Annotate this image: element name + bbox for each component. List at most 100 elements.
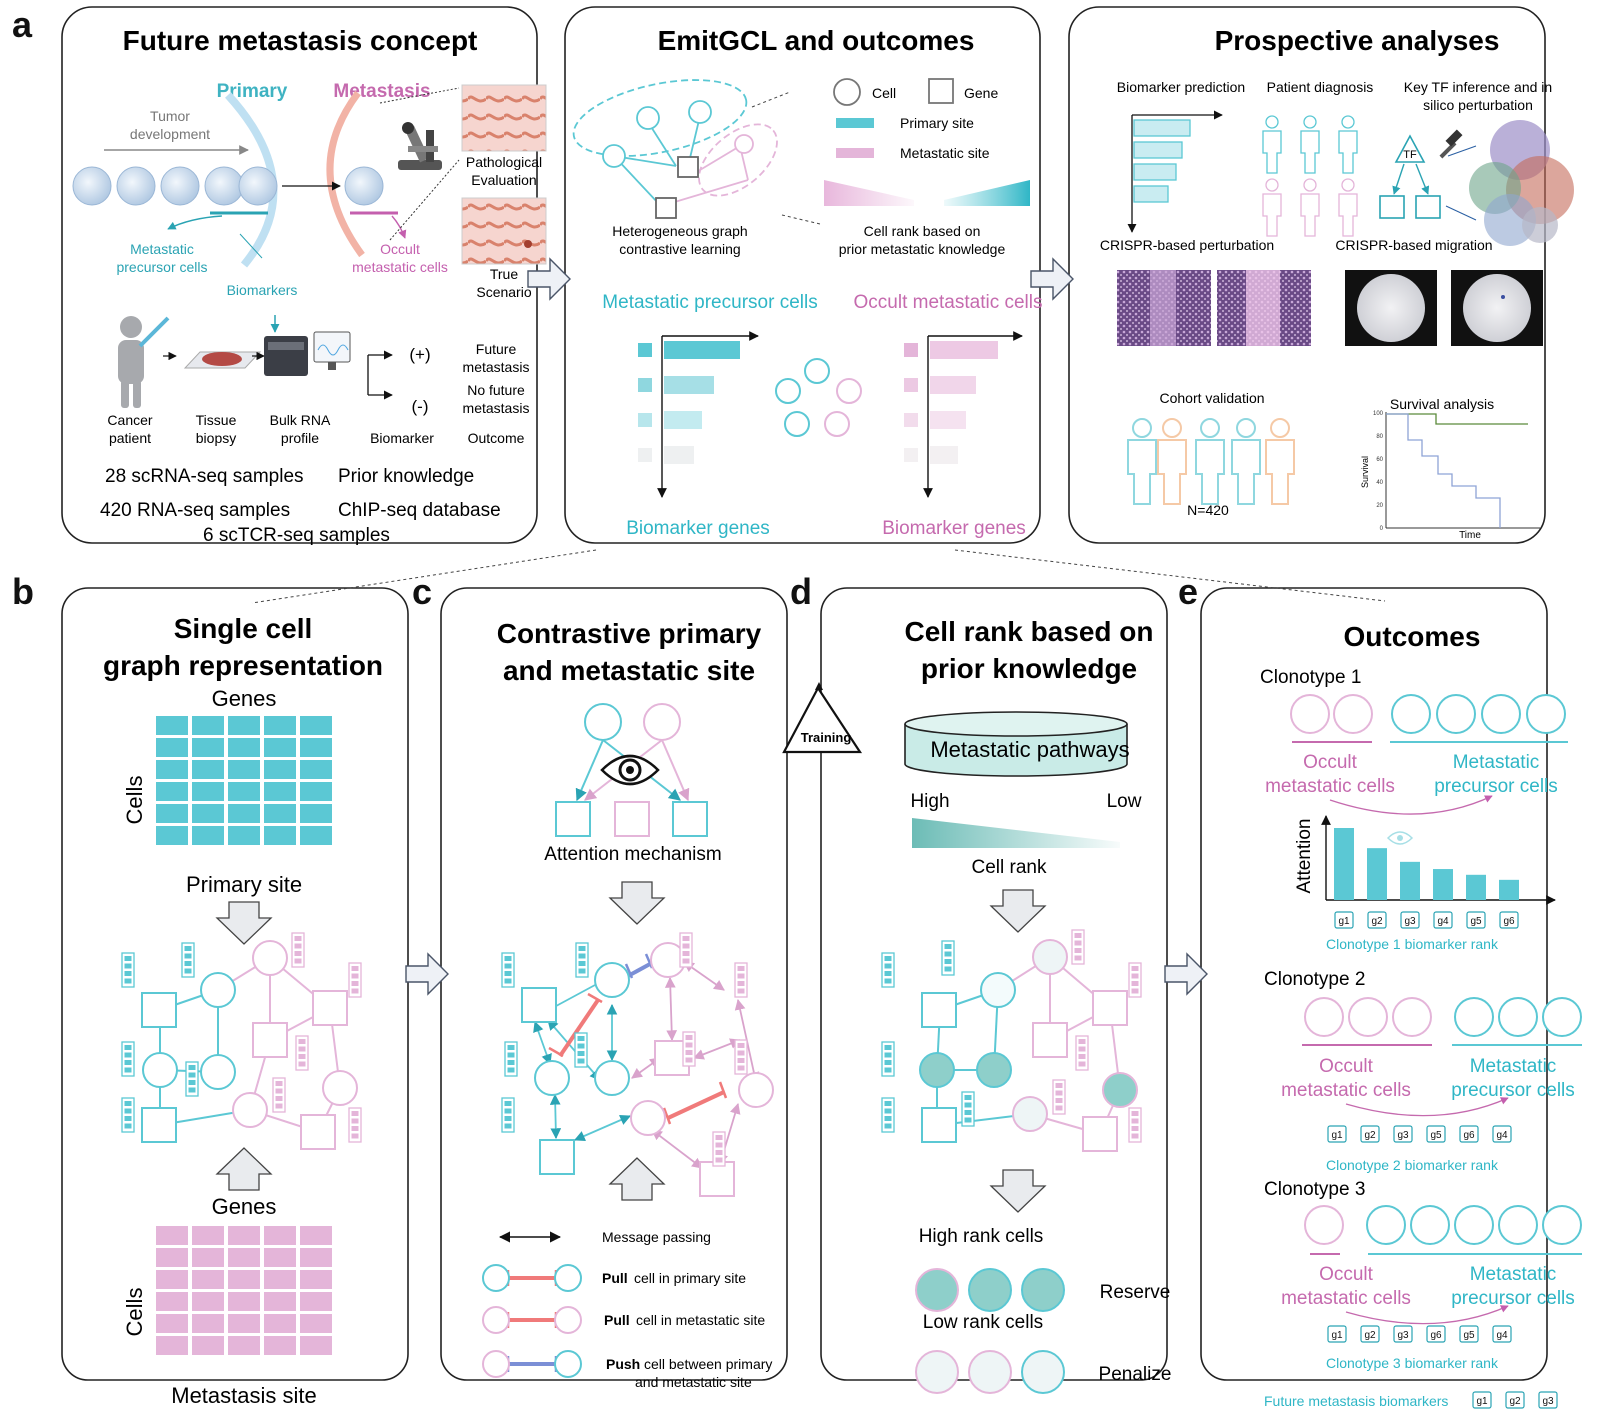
gene-badge-cell	[504, 1116, 512, 1121]
rank-high-label: High	[910, 791, 949, 812]
gene-badge-cell	[682, 951, 690, 956]
clonotype-1-label: Clonotype 1	[1260, 667, 1361, 688]
bulk-label-1: Bulk RNA	[270, 412, 331, 428]
primary-expression-matrix	[156, 716, 332, 845]
gene-badge-cell	[507, 1045, 515, 1050]
pull-primary-icon	[482, 1264, 582, 1292]
gene-badge-cell	[1131, 973, 1139, 979]
matrix-cell-metastasis	[300, 1314, 332, 1333]
attention-gene-g5: g5	[1470, 916, 1482, 927]
matrix-cell-metastasis	[228, 1336, 260, 1355]
block-arrow-b-c	[405, 952, 449, 996]
matrix-cell-metastasis	[228, 1292, 260, 1311]
legend-cell-icon	[833, 78, 861, 106]
high-rank-label: High rank cells	[919, 1226, 1044, 1247]
gene-badge-cell	[184, 953, 192, 959]
gene-badge-cell	[737, 966, 745, 971]
rank2-gene-g6: g6	[1463, 1130, 1475, 1141]
gene-badge-cell	[188, 1087, 196, 1093]
clonotype-2-gene-rank: g1 g2 g3 g5 g6 g4	[1327, 1125, 1512, 1143]
gene-badge-cell	[275, 1096, 283, 1101]
attention-gene-g3: g3	[1404, 916, 1416, 927]
legend-primary-label: Primary site	[900, 115, 974, 131]
attention-gene-g5-chip	[1466, 911, 1486, 929]
gene-badge-cell	[1131, 966, 1139, 971]
hetero-graph-icon	[572, 79, 778, 219]
matrix-cell-metastasis	[228, 1248, 260, 1267]
rank3-gene-g3-chip	[1393, 1325, 1413, 1343]
rank3-gene-g2-chip	[1360, 1325, 1380, 1343]
block-arrow-a1-a2	[527, 257, 571, 301]
rank3-gene-g5-chip	[1459, 1325, 1479, 1343]
gene-badge-cell	[294, 951, 302, 956]
rna-samples-text: 420 RNA-seq samples	[100, 500, 290, 521]
matrix-cell-primary	[228, 716, 260, 735]
gene-badge-cell	[124, 1067, 132, 1073]
rank2-gene-g2-chip	[1360, 1125, 1380, 1143]
bulk-label-2: profile	[281, 430, 319, 446]
letter-e: e	[1178, 571, 1198, 612]
cells-bottom-label: Cells	[122, 1288, 147, 1337]
attention-diagram	[555, 703, 708, 837]
gene-badge-cell	[944, 959, 952, 964]
panel-a2-title: EmitGCL and outcomes	[658, 25, 975, 56]
gene-badge-cell	[884, 1123, 892, 1129]
gene-badge-cell	[577, 1036, 585, 1041]
gene-badge-cell	[884, 1101, 892, 1106]
migration-images	[1345, 270, 1543, 346]
down-arrow-d	[989, 889, 1047, 933]
legend-gene-label: Gene	[964, 85, 998, 101]
gene-badge-cell	[504, 956, 512, 961]
panel-a1-title: Future metastasis concept	[123, 25, 478, 56]
gene-badges-c	[501, 932, 748, 1167]
matrix-cell-primary	[192, 716, 224, 735]
gene-badge-cell	[737, 1058, 745, 1063]
biomarker-pred-icon	[1127, 110, 1223, 233]
gene-badge-cell	[577, 1043, 585, 1049]
rank3-gene-g6: g6	[1430, 1330, 1442, 1341]
clonotype-3-gene-rank: g1 g2 g3 g6 g5 g4	[1327, 1325, 1512, 1343]
gene-badge-cell	[1131, 988, 1139, 994]
panel-b-title-2: graph representation	[103, 650, 383, 681]
gene-badge-cell	[1078, 1061, 1086, 1067]
gene-badge-cell	[682, 936, 690, 941]
clonotype-1-cells	[1290, 694, 1568, 743]
gene-badge-cell	[124, 1116, 132, 1121]
push-label: Push	[606, 1356, 640, 1372]
attention-eye-icon	[1386, 831, 1414, 845]
attention-gene-labels: g1 g2 g3 g4 g5 g6	[1334, 911, 1519, 929]
matrix-cell-primary	[300, 782, 332, 801]
panel-c-title-1: Contrastive primary	[497, 618, 762, 649]
crispr-mig-label: CRISPR-based migration	[1335, 237, 1492, 253]
matrix-cell-primary	[300, 738, 332, 757]
cancer-label-2: patient	[109, 430, 151, 446]
gene-badge-cell	[124, 1052, 132, 1058]
gene-badge-cell	[124, 1045, 132, 1050]
mini-rank-chart-right	[904, 331, 1023, 498]
matrix-cell-metastasis	[264, 1270, 296, 1289]
tf-perturbation-icon: TF	[1379, 129, 1477, 221]
panel-e-frame	[1200, 587, 1548, 1381]
biopsy-slide-icon	[183, 351, 262, 369]
matrix-cell-metastasis	[264, 1226, 296, 1245]
matrix-cell-metastasis	[156, 1314, 188, 1333]
cohort-label: Cohort validation	[1159, 390, 1264, 406]
legend-metastatic-swatch	[836, 148, 874, 158]
gene-badge-cell	[884, 1045, 892, 1050]
matrix-cell-primary	[264, 738, 296, 757]
gene-badge-cell	[682, 943, 690, 949]
gene-badge-cell	[298, 1046, 306, 1052]
zoom-dashed-lines	[251, 549, 1386, 604]
n-label: N=420	[1187, 502, 1229, 518]
hammer-icon	[1439, 129, 1463, 159]
letter-a: a	[12, 4, 33, 45]
gene-badge-cell	[188, 1065, 196, 1070]
gene-badge-cell	[184, 961, 192, 966]
cells-top-label: Cells	[122, 776, 147, 825]
gene-badge-cell	[184, 946, 192, 951]
matrix-cell-primary	[192, 782, 224, 801]
gene-badge-cell	[504, 978, 512, 984]
gene-badge-cell	[124, 1060, 132, 1065]
panel-d-title-2: prior knowledge	[921, 653, 1137, 684]
rank2-gene-g1-chip	[1327, 1125, 1347, 1143]
